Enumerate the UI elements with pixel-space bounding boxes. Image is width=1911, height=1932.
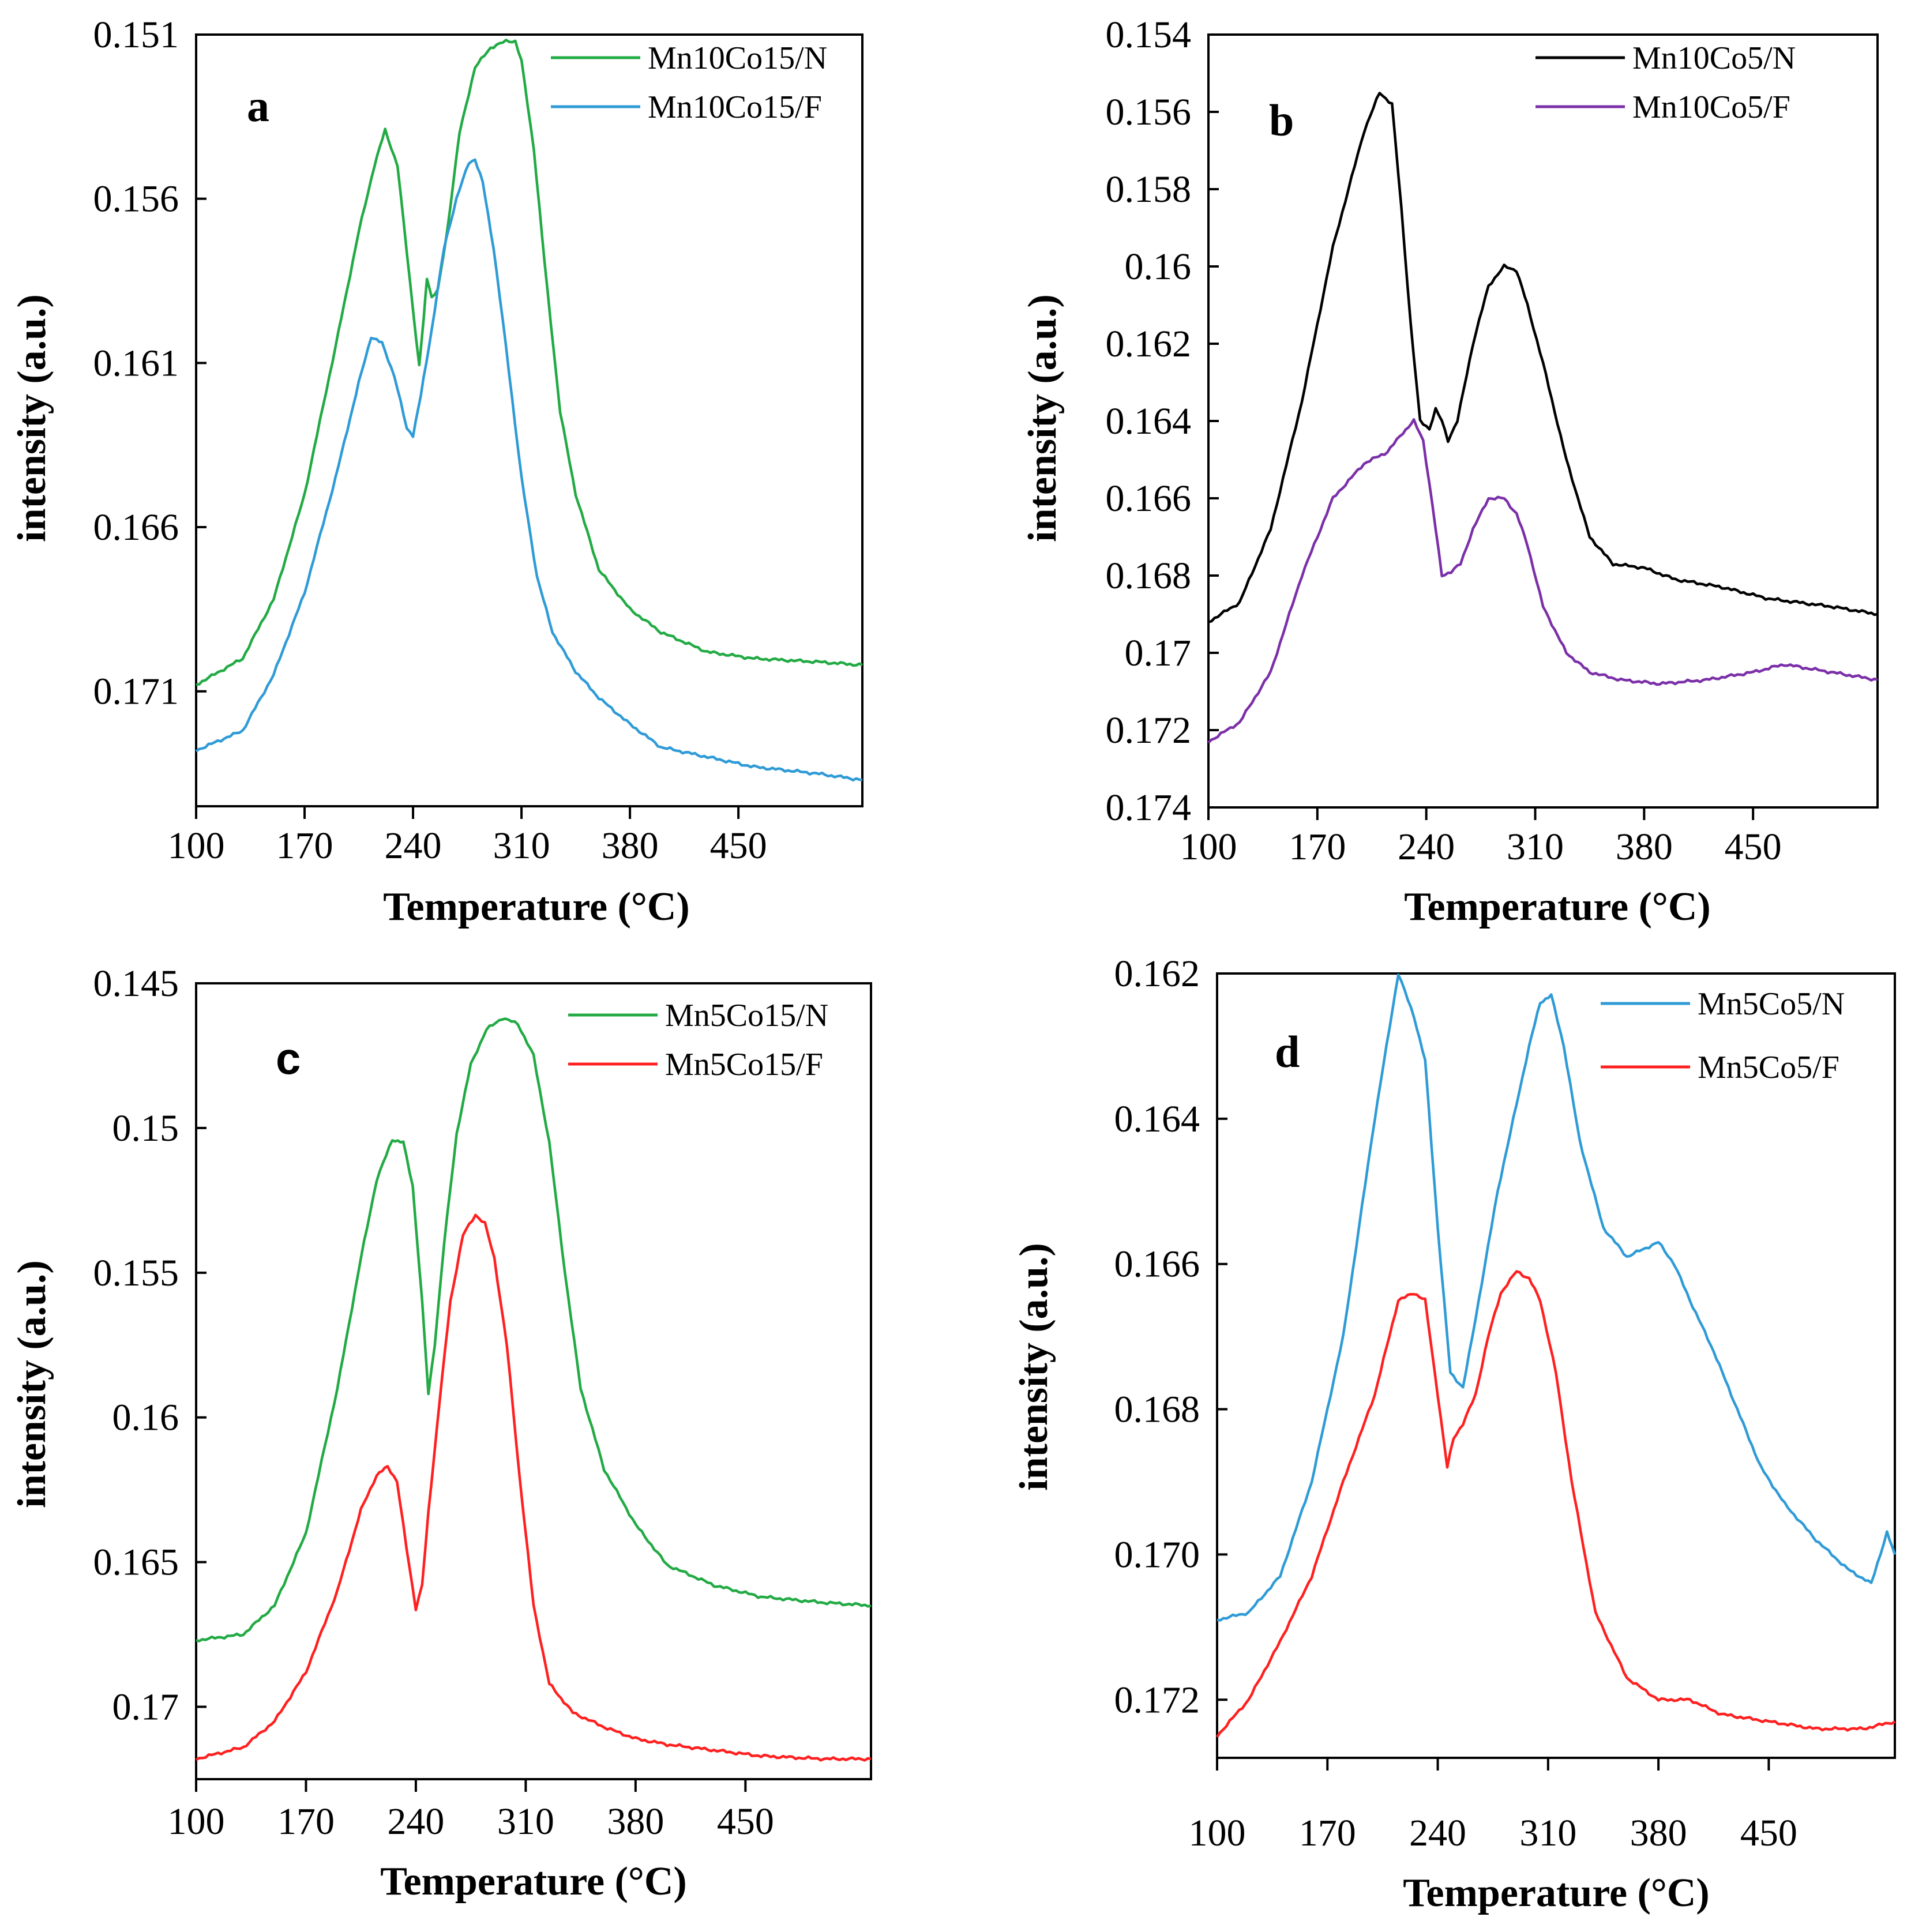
y-tick-label: 0.17	[112, 1686, 179, 1728]
y-tick-label: 0.162	[1106, 323, 1192, 365]
panel-label: c	[276, 1033, 301, 1084]
series-line-Mn10Co15-F	[195, 158, 863, 781]
x-tick-label: 100	[1180, 826, 1237, 868]
y-tick-label: 0.164	[1114, 1098, 1200, 1140]
x-tick-label: 100	[168, 825, 225, 867]
x-axis-title: Temperature (°C)	[383, 885, 690, 929]
plot-frame	[195, 33, 863, 807]
x-axis-title: Temperature (°C)	[380, 1859, 687, 1904]
legend-entry: Mn5Co5/N	[1698, 986, 1845, 1022]
plot-frame	[1216, 972, 1896, 1759]
y-tick-label: 0.168	[1106, 555, 1192, 597]
y-tick-label: 0.174	[1106, 787, 1192, 829]
chart-panel-b: 0.154 0.156 0.158 0.16 0.162 0.164 0.166 0.168 0…	[1020, 14, 1879, 929]
x-tick-label: 380	[602, 825, 659, 867]
y-tick-label: 0.162	[1114, 953, 1200, 995]
x-tick-label: 380	[1630, 1812, 1687, 1854]
series-line-Mn5Co5-N	[1217, 973, 1897, 1622]
plot-frame	[195, 982, 872, 1780]
y-tick-label: 0.16	[112, 1397, 179, 1439]
x-tick-label: 240	[1409, 1812, 1466, 1854]
y-tick-label: 0.156	[1106, 91, 1192, 133]
legend-entry: Mn10Co15/N	[648, 40, 827, 76]
y-tick-label: 0.158	[1106, 168, 1192, 211]
panel-label: b	[1269, 95, 1294, 145]
y-tick-label: 0.151	[93, 14, 179, 56]
legend-entry: Mn10Co15/F	[648, 89, 822, 125]
y-tick-label: 0.145	[93, 963, 179, 1005]
series-line-Mn10Co15-N	[196, 39, 863, 686]
x-tick-label: 450	[1725, 826, 1782, 868]
y-tick-label: 0.165	[93, 1542, 179, 1584]
x-tick-label: 450	[710, 825, 767, 867]
chart-panel-d: 0.162 0.164 0.166 0.168 0.170 0.172 100 170 240 3…	[1012, 953, 1897, 1915]
x-tick-label: 240	[385, 825, 442, 867]
x-tick-label: 170	[1299, 1812, 1356, 1854]
x-tick-label: 380	[607, 1801, 664, 1843]
x-tick-label: 310	[1507, 826, 1564, 868]
x-tick-label: 170	[1289, 826, 1346, 868]
x-axis-title: Temperature (°C)	[1403, 1871, 1710, 1915]
legend-entry: Mn10Co5/F	[1632, 89, 1790, 125]
plot-frame	[1207, 33, 1879, 809]
y-tick-label: 0.156	[93, 178, 179, 220]
x-tick-label: 450	[1740, 1812, 1797, 1854]
y-tick-label: 0.16	[1125, 246, 1192, 288]
x-axis-title: Temperature (°C)	[1404, 885, 1711, 929]
legend-entry: Mn10Co5/N	[1632, 40, 1796, 76]
x-tick-label: 310	[497, 1801, 554, 1843]
y-tick-label: 0.154	[1106, 14, 1192, 56]
y-axis-title: intensity (a.u.)	[10, 294, 54, 542]
y-axis-title: intensity (a.u.)	[1012, 1243, 1056, 1491]
panel-label: d	[1275, 1027, 1300, 1077]
x-tick-label: 240	[1398, 826, 1455, 868]
y-tick-label: 0.164	[1106, 400, 1192, 442]
y-tick-label: 0.172	[1114, 1679, 1200, 1721]
y-tick-label: 0.155	[93, 1252, 179, 1294]
y-tick-label: 0.161	[93, 342, 179, 384]
y-tick-label: 0.15	[112, 1107, 179, 1149]
y-tick-label: 0.166	[1106, 478, 1192, 520]
y-tick-label: 0.172	[1106, 709, 1192, 751]
x-tick-label: 450	[717, 1801, 774, 1843]
y-tick-label: 0.170	[1114, 1533, 1200, 1576]
x-tick-label: 100	[168, 1801, 225, 1843]
x-tick-label: 310	[1519, 1812, 1576, 1854]
legend-entry: Mn5Co15/N	[665, 998, 828, 1033]
series-line-Mn5Co15-N	[196, 1017, 872, 1642]
chart-panel-a: 0.151 0.156 0.161 0.166 0.171 100 170 240 310 380…	[10, 14, 863, 929]
x-tick-label: 240	[387, 1801, 444, 1843]
series-line-Mn10Co5-F	[1207, 418, 1878, 744]
y-tick-label: 0.166	[93, 506, 179, 548]
panel-label: a	[247, 81, 269, 131]
legend-entry: Mn5Co5/F	[1698, 1050, 1839, 1085]
series-line-Mn5Co5-F	[1216, 1270, 1896, 1738]
series-line-Mn10Co5-N	[1208, 92, 1878, 623]
x-tick-label: 170	[276, 825, 333, 867]
y-tick-label: 0.166	[1114, 1243, 1200, 1286]
y-tick-label: 0.171	[93, 671, 179, 713]
x-tick-label: 170	[277, 1801, 335, 1843]
x-tick-label: 380	[1616, 826, 1673, 868]
x-tick-label: 100	[1189, 1812, 1246, 1854]
x-tick-label: 310	[493, 825, 550, 867]
y-axis-title: intensity (a.u.)	[1020, 294, 1065, 542]
chart-panel-c: 0.145 0.15 0.155 0.16 0.165 0.17 100 170 240 310 3…	[10, 963, 872, 1904]
y-axis-title: intensity (a.u.)	[10, 1260, 54, 1508]
y-tick-label: 0.168	[1114, 1389, 1200, 1431]
series-line-Mn5Co15-F	[195, 1213, 872, 1762]
legend-entry: Mn5Co15/F	[665, 1047, 823, 1082]
y-tick-label: 0.17	[1125, 632, 1192, 674]
